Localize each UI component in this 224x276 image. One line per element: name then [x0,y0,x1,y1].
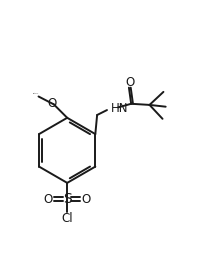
Text: O: O [81,193,91,206]
Text: O: O [47,97,56,110]
Text: S: S [63,192,72,206]
Text: O: O [44,193,53,206]
Text: HN: HN [111,102,129,115]
Text: methoxy: methoxy [33,92,39,94]
Text: O: O [125,76,134,89]
Text: Cl: Cl [61,212,73,225]
